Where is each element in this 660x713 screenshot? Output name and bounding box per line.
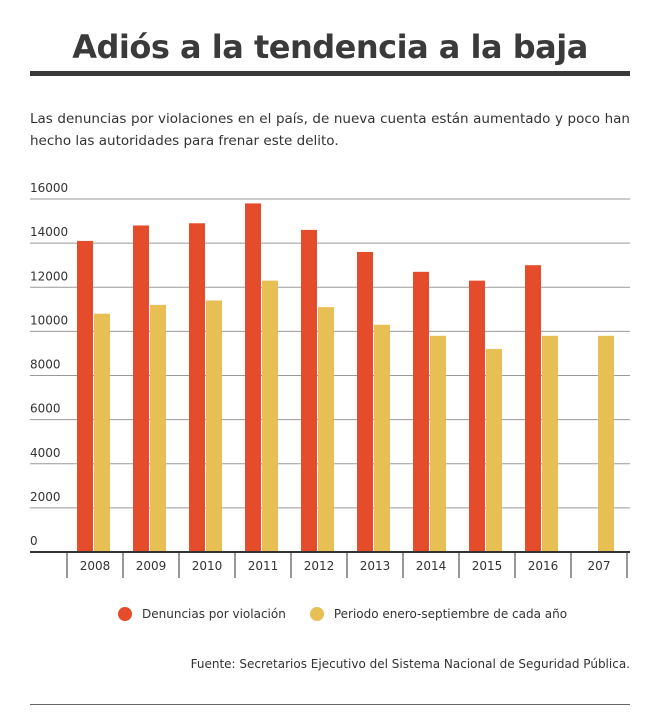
bar-series-2-2008 <box>94 313 110 552</box>
bar-series-2-2016 <box>542 335 558 552</box>
x-tick-label: 2015 <box>472 559 503 573</box>
title-divider <box>30 71 630 76</box>
bar-series-1-2009 <box>133 225 149 552</box>
bar-series-2-2010 <box>206 300 222 552</box>
bar-chart: 0 2000 4000 6000 8000 10000 12000 14000 16000 20… <box>30 181 630 578</box>
x-axis-tick-labels: 2008 2009 2010 2011 2012 2013 2014 2015 2016 207 <box>80 559 611 573</box>
x-tick-label: 2016 <box>528 559 559 573</box>
x-axis <box>30 551 630 578</box>
bar-series-1-2011 <box>245 203 261 552</box>
bottom-divider <box>30 704 630 705</box>
bar-series-2-2011 <box>262 280 278 552</box>
bar-series-1-2012 <box>301 229 317 552</box>
bar-series-2-2015 <box>486 349 502 552</box>
y-tick-label: 16000 <box>30 181 68 195</box>
legend-label-series-2: Periodo enero-septiembre de cada año <box>333 607 568 621</box>
bar-series-1-2010 <box>189 223 205 553</box>
bar-series-1-2016 <box>525 265 541 552</box>
x-tick-label: 2011 <box>248 559 279 573</box>
bar-series-1-2013 <box>357 251 373 552</box>
legend-item-series-2: Periodo enero-septiembre de cada año <box>309 607 568 621</box>
bar-series-1-2008 <box>77 240 93 552</box>
x-tick-label: 2008 <box>80 559 111 573</box>
bar-series-1-2015 <box>469 280 485 552</box>
y-tick-label: 2000 <box>30 490 61 504</box>
chart-title: Adiós a la tendencia a la baja <box>72 28 588 66</box>
y-tick-label: 6000 <box>30 402 61 416</box>
legend: Denuncias por violación Periodo enero-se… <box>118 604 591 624</box>
x-tick-label: 2014 <box>416 559 447 573</box>
bar-series-2-2012 <box>318 307 334 552</box>
bar-series-2-2014 <box>430 335 446 552</box>
y-tick-label: 4000 <box>30 446 61 460</box>
source-note: Fuente: Secretarios Ejecutivo del Sistem… <box>190 657 630 671</box>
chart-subtitle: Las denuncias por violaciones en el país… <box>30 111 630 149</box>
y-tick-label: 8000 <box>30 358 61 372</box>
bars <box>77 203 614 553</box>
bar-series-1-2014 <box>413 271 429 552</box>
legend-label-series-1: Denuncias por violación <box>142 607 286 621</box>
y-tick-label: 14000 <box>30 225 68 239</box>
x-tick-label: 2013 <box>360 559 391 573</box>
bar-series-2-2013 <box>374 324 390 552</box>
y-tick-label: 0 <box>30 534 38 548</box>
bar-series-2-2009 <box>150 304 166 552</box>
legend-item-series-1: Denuncias por violación <box>118 607 286 621</box>
y-axis-tick-labels: 0 2000 4000 6000 8000 10000 12000 14000 16000 <box>30 181 68 548</box>
legend-swatch-series-2 <box>309 607 324 621</box>
x-tick-label: 207 <box>588 559 611 573</box>
x-tick-label: 2012 <box>304 559 335 573</box>
bar-series-2-207 <box>598 335 614 552</box>
legend-swatch-series-1 <box>118 607 132 621</box>
x-tick-label: 2010 <box>192 559 223 573</box>
x-tick-label: 2009 <box>136 559 167 573</box>
y-tick-label: 12000 <box>30 269 68 283</box>
y-tick-label: 10000 <box>30 313 68 327</box>
